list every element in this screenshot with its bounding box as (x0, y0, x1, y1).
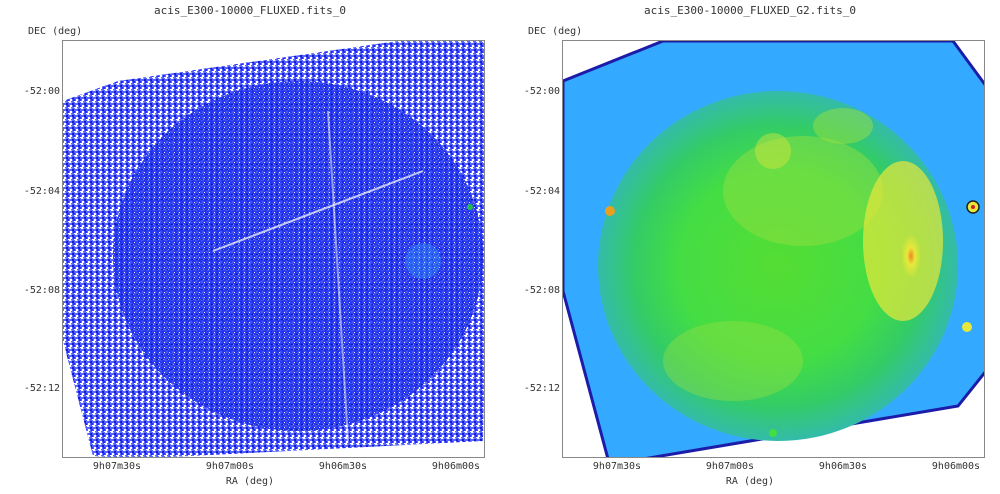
right-xtick-3: 9h06m00s (931, 461, 981, 472)
left-image-panel: acis_E300-10000_FLUXED.fits_0 DEC (deg) … (23, 4, 485, 487)
right-smoothed-image-svg (563, 41, 984, 457)
left-panel-title: acis_E300-10000_FLUXED.fits_0 (153, 4, 347, 17)
left-remnant-region (113, 81, 483, 431)
right-ytick-2: -52:08 (523, 285, 560, 296)
right-xtick-2: 9h06m30s (818, 461, 868, 472)
left-ytick-3: -52:12 (23, 383, 60, 394)
left-xtick-0: 9h07m30s (92, 461, 142, 472)
left-xtick-2: 9h06m30s (318, 461, 368, 472)
right-point-source-southeast (962, 322, 972, 332)
left-dec-axis-label: DEC (deg) (28, 26, 83, 37)
right-ytick-0: -52:00 (523, 86, 560, 97)
right-xtick-1: 9h07m00s (705, 461, 755, 472)
right-ytick-1: -52:04 (523, 186, 560, 197)
right-point-source-west (605, 206, 615, 216)
left-ytick-0: -52:00 (23, 86, 60, 97)
right-ra-axis-label: RA (deg) (725, 476, 775, 487)
right-panel-title: acis_E300-10000_FLUXED_G2.fits_0 (644, 4, 856, 17)
left-ytick-2: -52:08 (23, 285, 60, 296)
left-point-source (467, 204, 473, 210)
left-xtick-1: 9h07m00s (205, 461, 255, 472)
left-raw-image-svg (63, 41, 484, 457)
left-ra-axis-label: RA (deg) (225, 476, 275, 487)
right-image-panel: acis_E300-10000_FLUXED_G2.fits_0 DEC (de… (500, 0, 1000, 494)
left-ytick-1: -52:04 (23, 186, 60, 197)
right-xtick-0: 9h07m30s (592, 461, 642, 472)
left-raw-image[interactable] (62, 40, 485, 458)
right-dec-axis-label: DEC (deg) (528, 26, 583, 37)
right-ytick-3: -52:12 (523, 383, 560, 394)
left-xtick-3: 9h06m00s (431, 461, 481, 472)
right-remnant-region (598, 91, 958, 441)
right-smoothed-image[interactable] (562, 40, 985, 458)
